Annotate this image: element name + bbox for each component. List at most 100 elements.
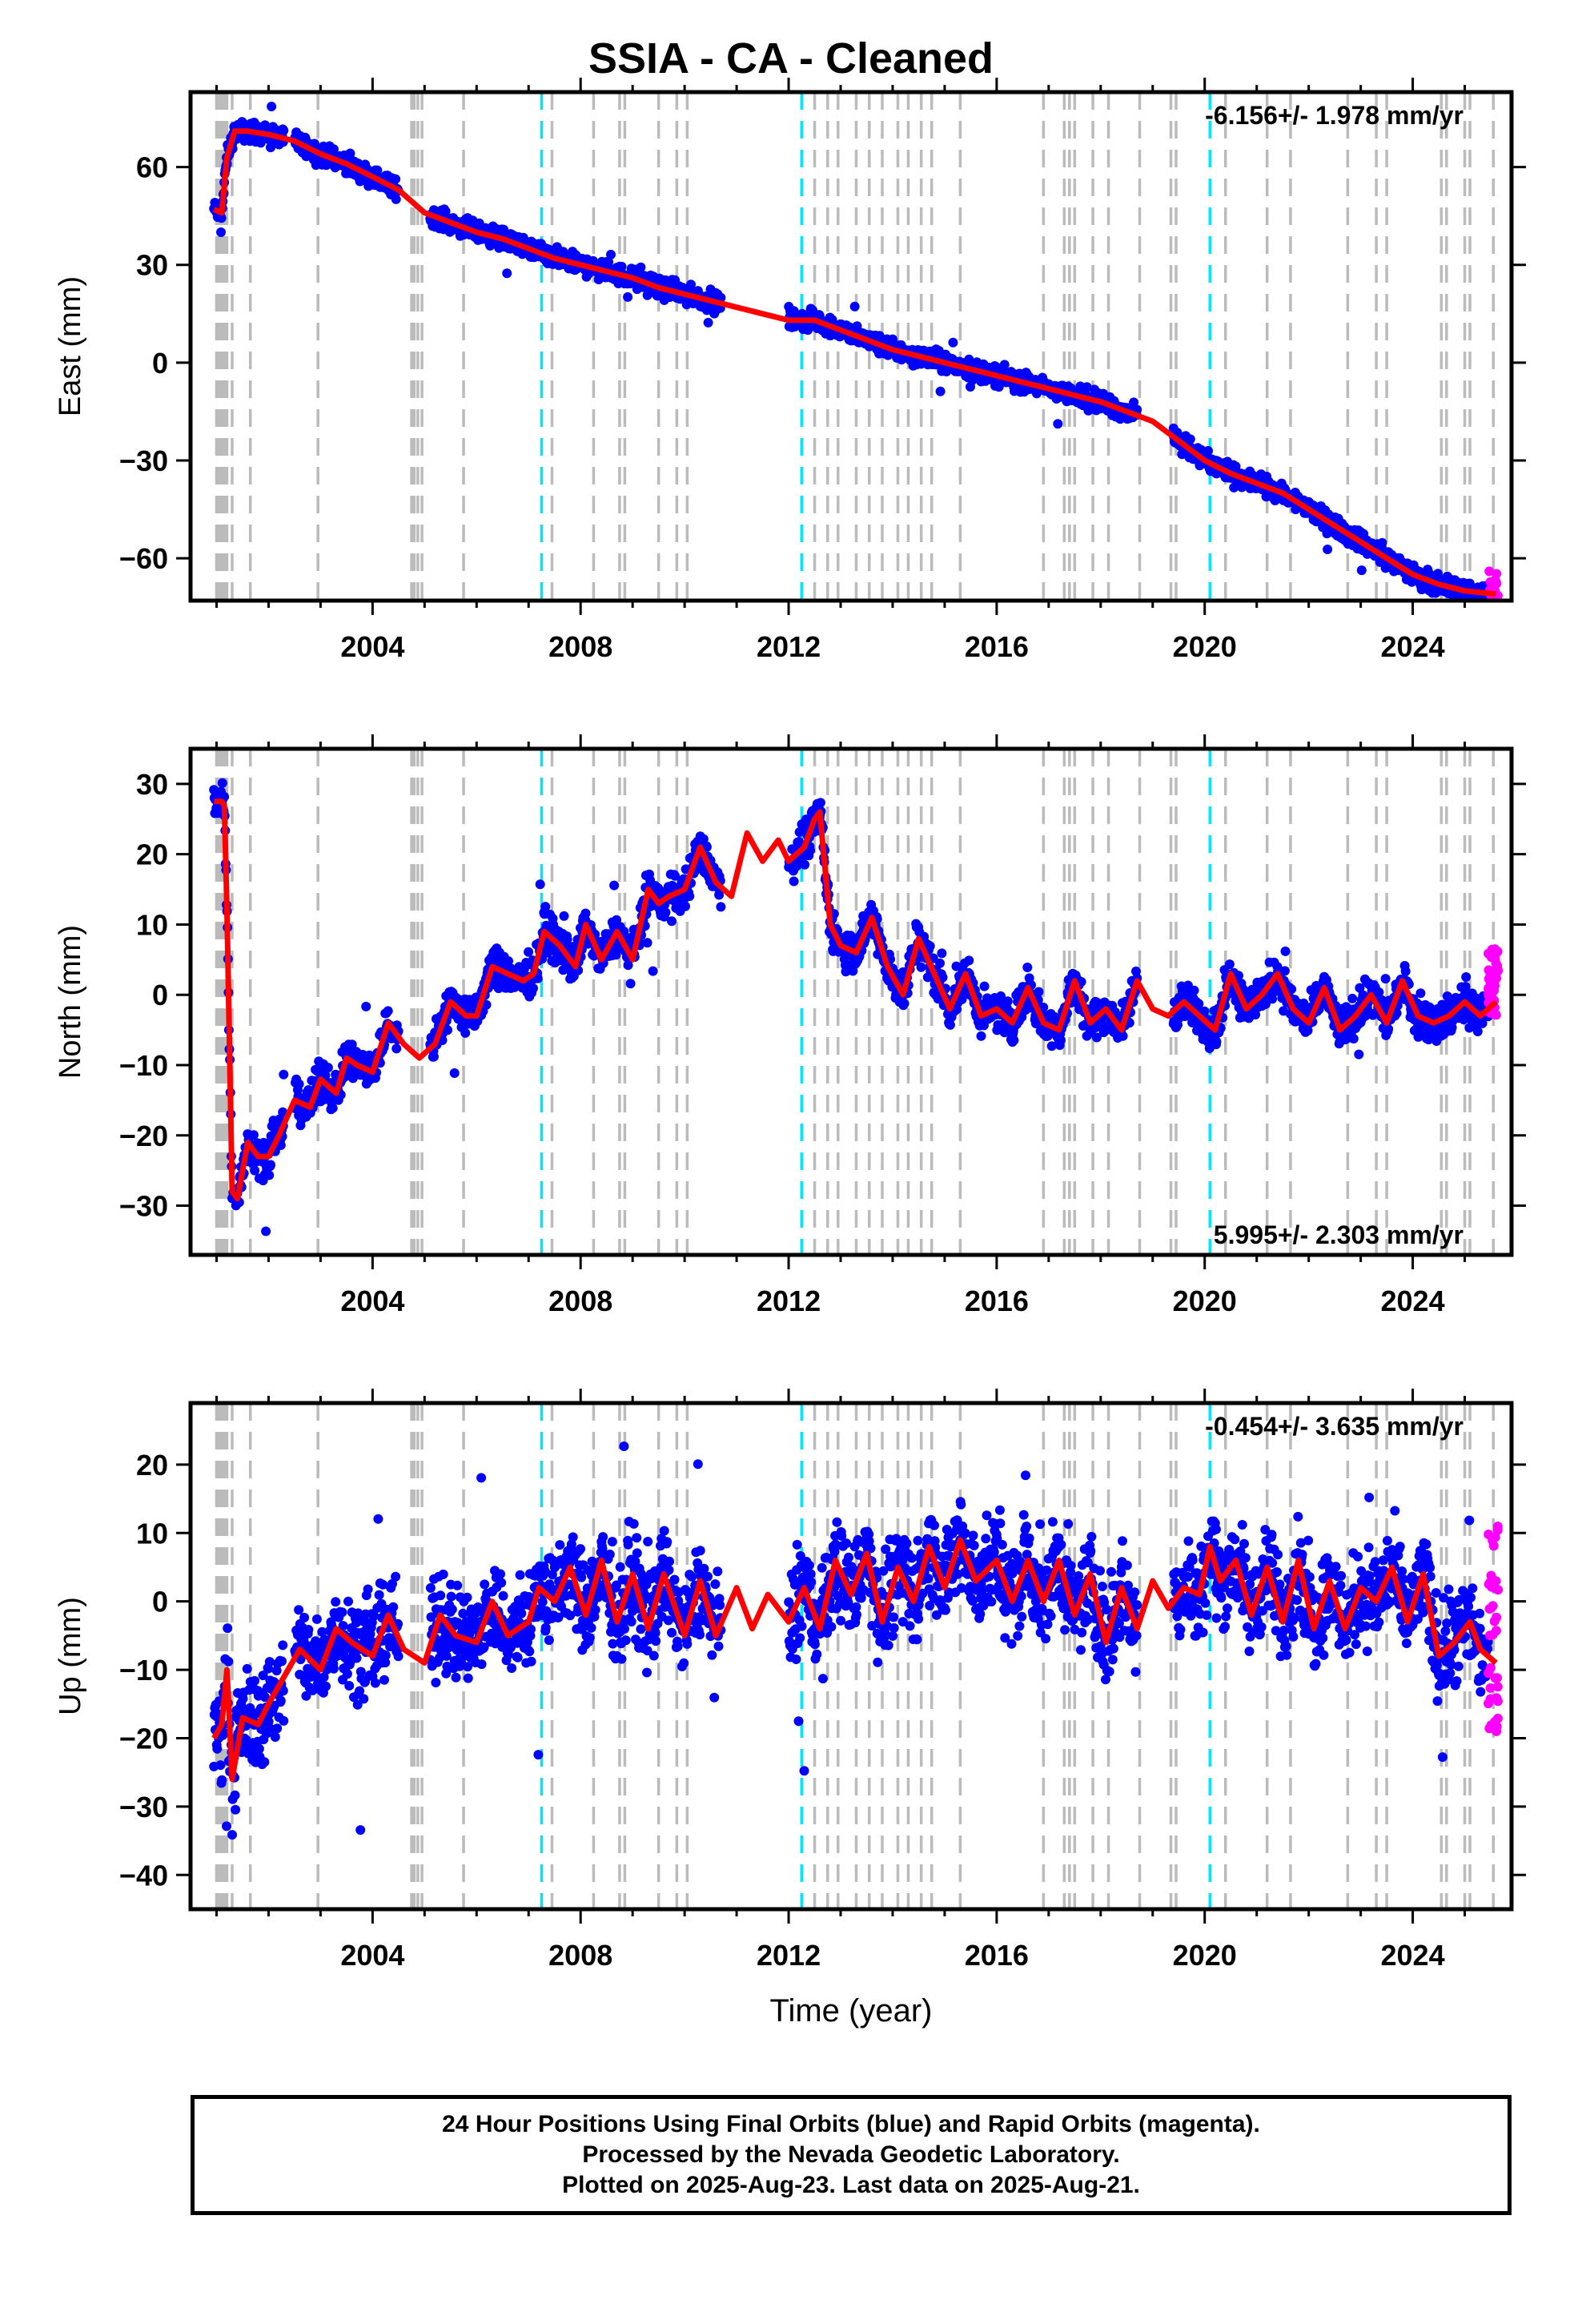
final-point: [661, 907, 671, 918]
final-series: [209, 102, 1493, 615]
final-point: [800, 859, 810, 870]
final-point: [999, 360, 1010, 370]
rapid-point: [1492, 609, 1501, 618]
final-point: [559, 911, 569, 921]
final-point: [524, 947, 534, 957]
final-point: [1260, 999, 1271, 1009]
final-point: [1267, 994, 1278, 1004]
final-point: [667, 916, 677, 927]
final-point: [1356, 565, 1367, 576]
final-point: [460, 1027, 471, 1038]
final-point: [1234, 971, 1243, 981]
final-point: [1383, 1023, 1394, 1034]
y-tick-label: 0: [152, 347, 168, 380]
final-point: [1055, 1035, 1066, 1045]
final-point: [294, 1079, 304, 1089]
final-point: [266, 1160, 275, 1170]
final-point: [1323, 545, 1333, 554]
rapid-point: [1485, 604, 1495, 613]
final-point: [606, 249, 616, 259]
final-point: [443, 1025, 452, 1035]
final-point: [937, 948, 947, 959]
rapid-point: [1485, 612, 1495, 621]
final-point: [716, 902, 726, 912]
final-point: [1082, 382, 1092, 392]
final-point: [625, 979, 636, 989]
final-point: [391, 174, 401, 184]
plot-frame: [188, 90, 1514, 603]
rapid-point: [1488, 577, 1498, 587]
final-point: [328, 144, 339, 155]
rapid-point: [1485, 604, 1495, 613]
final-point: [1203, 446, 1213, 456]
final-point: [261, 1226, 271, 1236]
final-point: [216, 213, 227, 223]
final-point: [1091, 1032, 1102, 1043]
final-point: [1185, 434, 1195, 444]
final-point: [216, 227, 226, 237]
final-point: [957, 995, 967, 1004]
y-axis-label: East (mm): [54, 276, 87, 416]
final-point: [685, 891, 695, 902]
final-point: [1038, 1002, 1049, 1012]
final-point: [383, 1006, 393, 1016]
final-point: [264, 1170, 275, 1180]
y-tick-label: −30: [119, 444, 168, 477]
final-point: [535, 879, 545, 890]
final-point: [619, 927, 629, 937]
chart-title: SSIA - CA - Cleaned: [588, 34, 994, 82]
final-point: [1380, 974, 1391, 984]
final-point: [481, 999, 492, 1010]
figure: 2004 2008 2012 2016 2020 2024−60−3003060East …: [54, 78, 1526, 2028]
rapid-point: [1490, 605, 1500, 615]
x-tick-label: 2012: [757, 630, 821, 663]
final-point: [642, 938, 652, 948]
y-tick-label: 60: [136, 151, 168, 184]
final-point: [217, 778, 227, 788]
final-point: [849, 301, 860, 312]
final-point: [1129, 397, 1139, 408]
final-point: [964, 955, 974, 966]
final-point: [1002, 996, 1013, 1007]
rapid-point: [1489, 609, 1499, 618]
final-point: [1355, 983, 1365, 993]
final-point: [636, 262, 646, 272]
final-point: [248, 1130, 259, 1140]
y-tick-label: 30: [136, 249, 168, 282]
x-tick-label: 2004: [340, 630, 404, 663]
final-point: [528, 983, 538, 993]
final-point: [1118, 1031, 1128, 1041]
rapid-point: [1487, 615, 1496, 625]
final-point: [1400, 966, 1411, 976]
final-point: [1194, 999, 1204, 1009]
final-point: [611, 950, 621, 960]
final-point: [1422, 605, 1431, 615]
final-point: [1374, 987, 1384, 997]
rate-annotation: -6.156+/- 1.978 mm/yr: [1205, 101, 1464, 130]
final-point: [250, 1165, 260, 1176]
final-point: [938, 972, 948, 983]
final-point: [1009, 1035, 1019, 1045]
event-lines: [215, 92, 1496, 601]
final-series: [209, 778, 1493, 1236]
final-point: [1377, 537, 1387, 548]
final-point: [391, 194, 401, 204]
final-point: [275, 1140, 286, 1150]
final-point: [323, 1063, 333, 1073]
final-point: [1354, 1049, 1364, 1059]
final-point: [364, 1050, 375, 1060]
final-point: [623, 292, 633, 302]
final-point: [1391, 1008, 1402, 1019]
x-tick-label: 2020: [1173, 630, 1237, 663]
final-point: [327, 1103, 338, 1113]
final-point: [899, 999, 909, 1009]
rapid-point: [1493, 604, 1503, 613]
x-tick-label: 2016: [965, 630, 1029, 663]
final-point: [976, 1031, 986, 1041]
final-point: [562, 934, 572, 944]
final-point: [540, 902, 551, 912]
rapid-point: [1490, 605, 1500, 614]
final-point: [1053, 419, 1063, 429]
final-point: [916, 962, 926, 972]
rapid-point: [1489, 606, 1499, 616]
